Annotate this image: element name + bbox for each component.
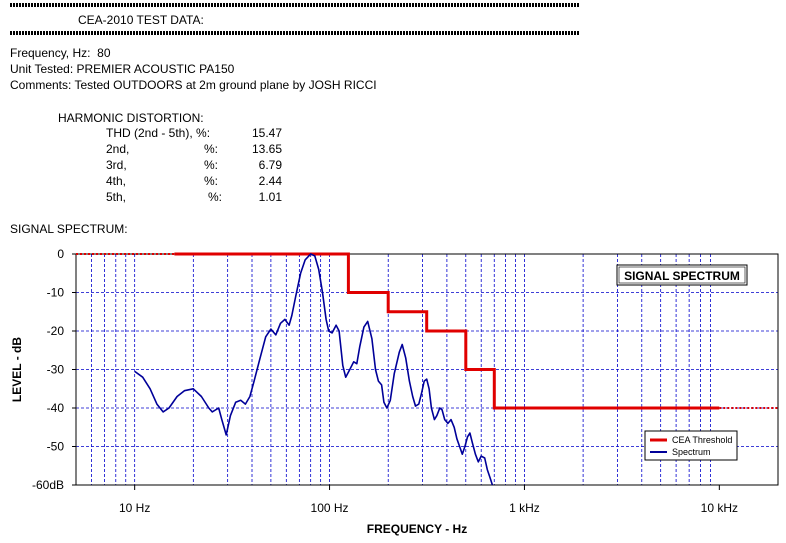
legend-label-spectrum: Spectrum bbox=[672, 447, 711, 457]
x-tick-label: 100 Hz bbox=[311, 501, 349, 515]
y-tick-label: -40 bbox=[47, 401, 65, 415]
harmonic-label: 4th, bbox=[106, 174, 127, 188]
chart-title-box: SIGNAL SPECTRUM bbox=[616, 264, 748, 286]
asterisk-rule-top bbox=[10, 3, 580, 7]
x-tick-label: 10 Hz bbox=[119, 501, 150, 515]
harmonic-label: THD (2nd - 5th), %: bbox=[106, 126, 211, 140]
threshold-line bbox=[174, 252, 720, 410]
y-tick-label: 0 bbox=[57, 247, 64, 261]
y-tick-label: -30 bbox=[47, 363, 65, 377]
chart-title-frame bbox=[616, 264, 748, 286]
harmonic-value: 1.01 bbox=[258, 190, 282, 204]
harmonic-value: 13.65 bbox=[251, 142, 282, 156]
harmonic-label: 3rd, bbox=[106, 158, 127, 172]
unit-tested-line: Unit Tested: PREMIER ACOUSTIC PA150 bbox=[10, 62, 235, 76]
harmonic-value: 2.44 bbox=[258, 174, 282, 188]
asterisk-rule-bottom bbox=[10, 31, 580, 35]
legend: CEA Threshold Spectrum bbox=[644, 430, 738, 461]
frequency-line: Frequency, Hz: 80 bbox=[10, 46, 111, 60]
harmonic-unit: %: bbox=[204, 142, 219, 156]
harmonic-value: 15.47 bbox=[251, 126, 282, 140]
signal-spectrum-heading: SIGNAL SPECTRUM: bbox=[10, 222, 128, 236]
harmonic-value: 6.79 bbox=[258, 158, 282, 172]
chart-title-inner-frame bbox=[618, 266, 746, 284]
y-tick-label: -20 bbox=[47, 324, 65, 338]
legend-frame bbox=[644, 430, 738, 461]
y-tick-label: -60dB bbox=[32, 478, 64, 492]
y-tick-label: -50 bbox=[47, 440, 65, 454]
legend-label-threshold: CEA Threshold bbox=[672, 435, 732, 445]
harmonic-unit: %: bbox=[208, 190, 223, 204]
harmonic-label: 5th, bbox=[106, 190, 127, 204]
harmonic-label: 2nd, bbox=[106, 142, 130, 156]
chart-title: SIGNAL SPECTRUM bbox=[624, 269, 740, 283]
spectrum-line bbox=[134, 253, 494, 486]
harmonic-distortion-heading: HARMONIC DISTORTION: bbox=[58, 111, 204, 125]
y-axis-label: LEVEL - dB bbox=[10, 337, 24, 402]
signal-spectrum-chart: 0 -10 -20 -30 -40 -50 -60dB 10 Hz 100 Hz 1 kHz 10 … bbox=[10, 247, 779, 536]
x-tick-label: 1 kHz bbox=[509, 501, 540, 515]
harmonic-unit: %: bbox=[204, 158, 219, 172]
x-axis-label: FREQUENCY - Hz bbox=[367, 522, 467, 536]
y-tick-label: -10 bbox=[47, 286, 65, 300]
report-title: CEA-2010 TEST DATA: bbox=[78, 13, 204, 27]
comments-line: Comments: Tested OUTDOORS at 2m ground p… bbox=[10, 78, 377, 92]
x-tick-label: 10 kHz bbox=[701, 501, 738, 515]
harmonic-unit: %: bbox=[204, 174, 219, 188]
